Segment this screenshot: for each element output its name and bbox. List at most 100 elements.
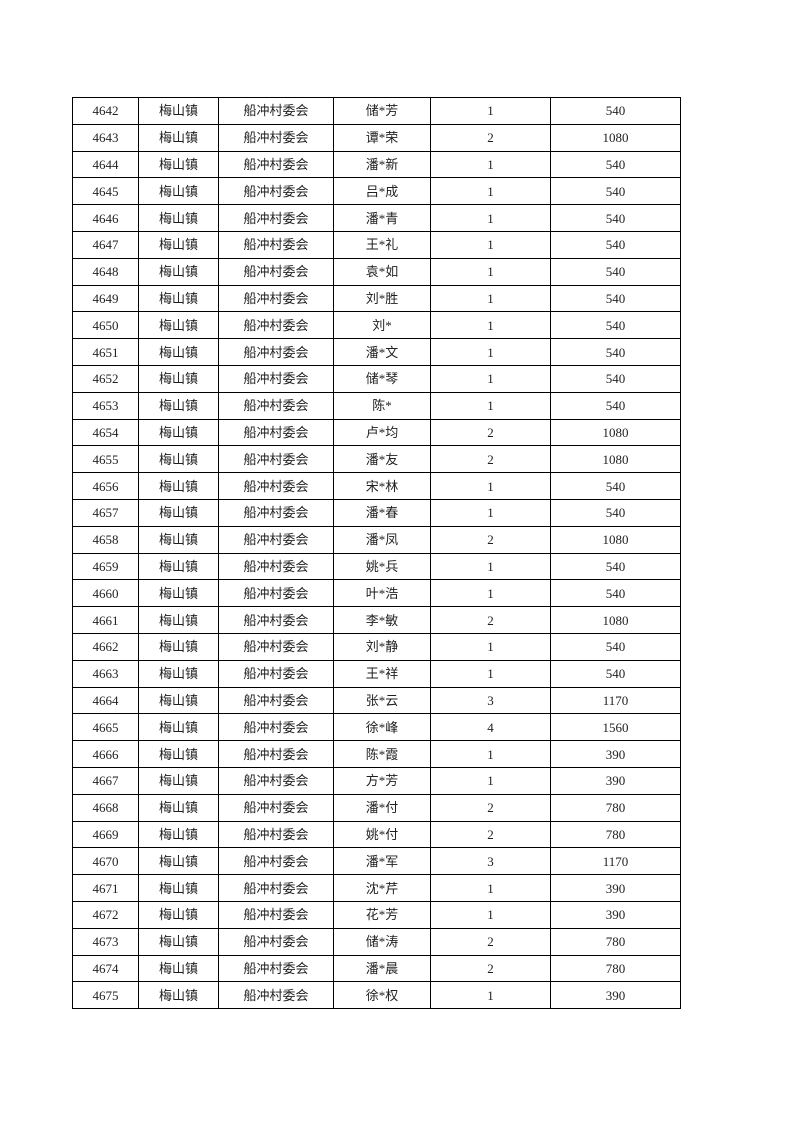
cell-count: 1 xyxy=(430,97,551,125)
cell-village: 船冲村委会 xyxy=(218,632,334,661)
cell-village: 船冲村委会 xyxy=(218,659,334,688)
cell-village: 船冲村委会 xyxy=(218,579,334,608)
table-row: 4645 梅山镇 船冲村委会 吕*成 1 540 xyxy=(72,177,681,206)
cell-village: 船冲村委会 xyxy=(218,177,334,206)
cell-serial: 4659 xyxy=(72,552,139,581)
cell-name: 潘*晨 xyxy=(333,954,431,983)
cell-town: 梅山镇 xyxy=(138,766,219,795)
cell-serial: 4675 xyxy=(72,981,139,1010)
subsidy-roster-table: 4642 梅山镇 船冲村委会 储*芳 1 540 4643 梅山镇 船冲村委会 … xyxy=(72,97,681,1010)
cell-amount: 1080 xyxy=(550,418,681,447)
cell-name: 徐*峰 xyxy=(333,713,431,742)
cell-count: 1 xyxy=(430,257,551,286)
cell-village: 船冲村委会 xyxy=(218,418,334,447)
cell-name: 王*祥 xyxy=(333,659,431,688)
table-row: 4654 梅山镇 船冲村委会 卢*均 2 1080 xyxy=(72,418,681,447)
cell-village: 船冲村委会 xyxy=(218,954,334,983)
table-row: 4656 梅山镇 船冲村委会 宋*林 1 540 xyxy=(72,472,681,500)
cell-count: 1 xyxy=(430,338,551,366)
cell-town: 梅山镇 xyxy=(138,525,219,554)
table-row: 4646 梅山镇 船冲村委会 潘*青 1 540 xyxy=(72,204,681,232)
cell-town: 梅山镇 xyxy=(138,793,219,822)
cell-town: 梅山镇 xyxy=(138,740,219,768)
cell-serial: 4645 xyxy=(72,177,139,206)
cell-serial: 4669 xyxy=(72,820,139,849)
cell-amount: 390 xyxy=(550,740,681,768)
cell-serial: 4647 xyxy=(72,230,139,259)
table-row: 4664 梅山镇 船冲村委会 张*云 3 1170 xyxy=(72,686,681,715)
cell-village: 船冲村委会 xyxy=(218,445,334,474)
cell-amount: 390 xyxy=(550,766,681,795)
cell-name: 王*礼 xyxy=(333,230,431,259)
cell-name: 潘*友 xyxy=(333,445,431,474)
cell-name: 卢*均 xyxy=(333,418,431,447)
cell-town: 梅山镇 xyxy=(138,123,219,152)
cell-serial: 4665 xyxy=(72,713,139,742)
cell-village: 船冲村委会 xyxy=(218,874,334,902)
cell-town: 梅山镇 xyxy=(138,364,219,393)
cell-amount: 780 xyxy=(550,954,681,983)
cell-village: 船冲村委会 xyxy=(218,606,334,634)
cell-serial: 4649 xyxy=(72,284,139,313)
cell-serial: 4642 xyxy=(72,97,139,125)
cell-amount: 540 xyxy=(550,150,681,179)
cell-town: 梅山镇 xyxy=(138,177,219,206)
cell-serial: 4656 xyxy=(72,472,139,500)
cell-town: 梅山镇 xyxy=(138,820,219,849)
cell-name: 徐*权 xyxy=(333,981,431,1010)
table-row: 4667 梅山镇 船冲村委会 方*芳 1 390 xyxy=(72,766,681,795)
cell-serial: 4646 xyxy=(72,204,139,232)
cell-count: 1 xyxy=(430,766,551,795)
cell-serial: 4658 xyxy=(72,525,139,554)
cell-amount: 540 xyxy=(550,257,681,286)
cell-amount: 540 xyxy=(550,579,681,608)
cell-name: 储*涛 xyxy=(333,927,431,956)
cell-amount: 390 xyxy=(550,900,681,929)
cell-amount: 540 xyxy=(550,391,681,420)
cell-town: 梅山镇 xyxy=(138,606,219,634)
cell-name: 刘* xyxy=(333,311,431,340)
cell-name: 花*芳 xyxy=(333,900,431,929)
cell-village: 船冲村委会 xyxy=(218,900,334,929)
cell-village: 船冲村委会 xyxy=(218,230,334,259)
cell-count: 2 xyxy=(430,418,551,447)
table-row: 4650 梅山镇 船冲村委会 刘* 1 540 xyxy=(72,311,681,340)
cell-name: 张*云 xyxy=(333,686,431,715)
table-row: 4643 梅山镇 船冲村委会 谭*荣 2 1080 xyxy=(72,123,681,152)
cell-count: 1 xyxy=(430,740,551,768)
cell-village: 船冲村委会 xyxy=(218,552,334,581)
cell-serial: 4657 xyxy=(72,498,139,527)
cell-name: 潘*军 xyxy=(333,847,431,876)
table-row: 4666 梅山镇 船冲村委会 陈*霞 1 390 xyxy=(72,740,681,768)
cell-serial: 4667 xyxy=(72,766,139,795)
cell-town: 梅山镇 xyxy=(138,311,219,340)
cell-serial: 4661 xyxy=(72,606,139,634)
cell-town: 梅山镇 xyxy=(138,204,219,232)
table-row: 4674 梅山镇 船冲村委会 潘*晨 2 780 xyxy=(72,954,681,983)
cell-name: 谭*荣 xyxy=(333,123,431,152)
cell-village: 船冲村委会 xyxy=(218,311,334,340)
table-row: 4665 梅山镇 船冲村委会 徐*峰 4 1560 xyxy=(72,713,681,742)
cell-serial: 4654 xyxy=(72,418,139,447)
cell-village: 船冲村委会 xyxy=(218,498,334,527)
cell-amount: 390 xyxy=(550,874,681,902)
cell-count: 1 xyxy=(430,659,551,688)
cell-amount: 540 xyxy=(550,498,681,527)
table-row: 4661 梅山镇 船冲村委会 李*敏 2 1080 xyxy=(72,606,681,634)
cell-village: 船冲村委会 xyxy=(218,793,334,822)
cell-serial: 4662 xyxy=(72,632,139,661)
cell-amount: 1170 xyxy=(550,847,681,876)
cell-name: 陈*霞 xyxy=(333,740,431,768)
cell-count: 1 xyxy=(430,311,551,340)
cell-amount: 540 xyxy=(550,177,681,206)
cell-amount: 540 xyxy=(550,204,681,232)
cell-count: 1 xyxy=(430,579,551,608)
table-row: 4653 梅山镇 船冲村委会 陈* 1 540 xyxy=(72,391,681,420)
cell-name: 潘*青 xyxy=(333,204,431,232)
cell-count: 2 xyxy=(430,927,551,956)
table-row: 4652 梅山镇 船冲村委会 储*琴 1 540 xyxy=(72,364,681,393)
cell-serial: 4671 xyxy=(72,874,139,902)
cell-village: 船冲村委会 xyxy=(218,97,334,125)
cell-village: 船冲村委会 xyxy=(218,364,334,393)
